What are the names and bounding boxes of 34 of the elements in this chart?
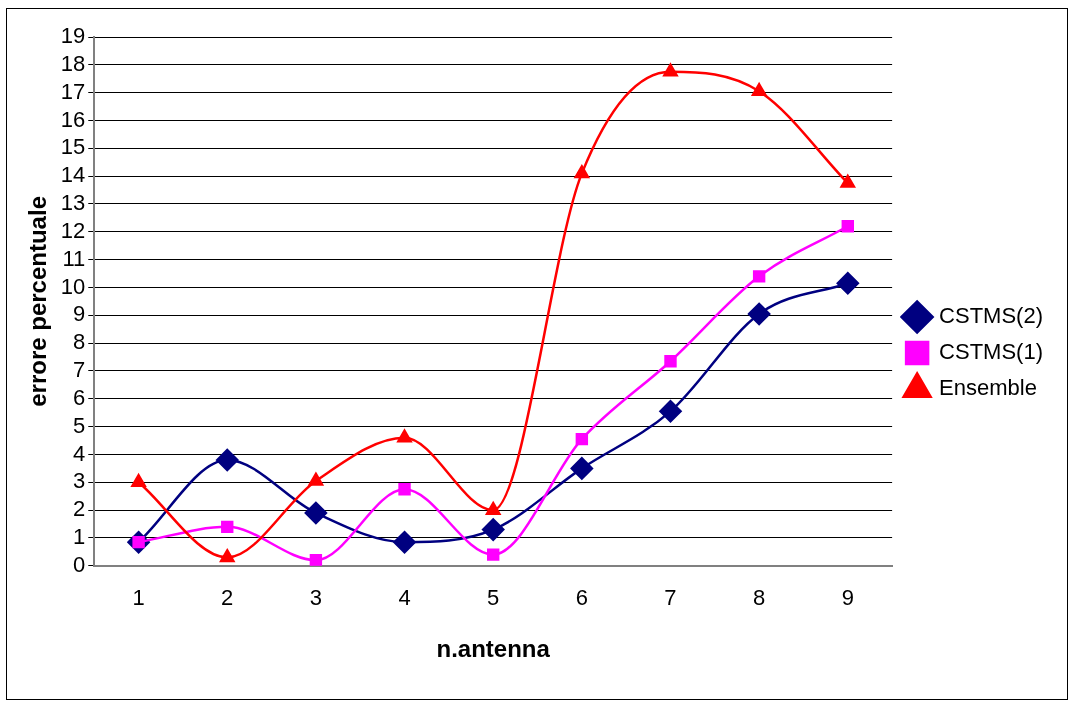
x-tick-label: 3 [309,585,323,611]
y-tick-label: 15 [60,134,86,160]
x-tick-label: 4 [398,585,411,611]
y-tick-label: 8 [73,329,86,355]
y-tick-label: 16 [60,106,86,132]
y-tick-label: 19 [60,23,86,49]
y-tick-label: 5 [73,412,86,438]
x-tick-label: 6 [575,585,588,611]
y-tick-label: 14 [60,162,86,188]
x-tick-label: 1 [132,585,145,611]
y-tick-label: 12 [60,217,86,243]
y-tick-label: 17 [60,78,86,104]
legend-label: Ensemble [939,375,1037,401]
x-tick-label: 9 [841,585,854,611]
y-tick-label: 3 [73,468,86,494]
y-tick-label: 13 [60,190,86,216]
y-tick-label: 11 [62,245,86,271]
y-tick-label: 7 [73,357,86,383]
y-tick-label: 10 [60,273,86,299]
legend-label: CSTMS(1) [939,339,1043,365]
x-tick-label: 8 [753,585,766,611]
y-tick-label: 9 [73,301,86,327]
x-axis-title: n.antenna [436,635,551,663]
y-tick-label: 18 [60,50,86,76]
legend-label: CSTMS(2) [939,303,1043,329]
y-tick-label: 1 [73,524,86,550]
x-tick-label: 5 [487,585,500,611]
y-tick-label: 0 [73,551,86,577]
x-tick-label: 2 [221,585,234,611]
x-tick-label: 7 [664,585,677,611]
y-tick-label: 2 [73,496,86,522]
y-axis-title: errore percentuale [24,196,52,407]
y-tick-label: 4 [73,440,86,466]
y-tick-label: 6 [73,384,86,410]
